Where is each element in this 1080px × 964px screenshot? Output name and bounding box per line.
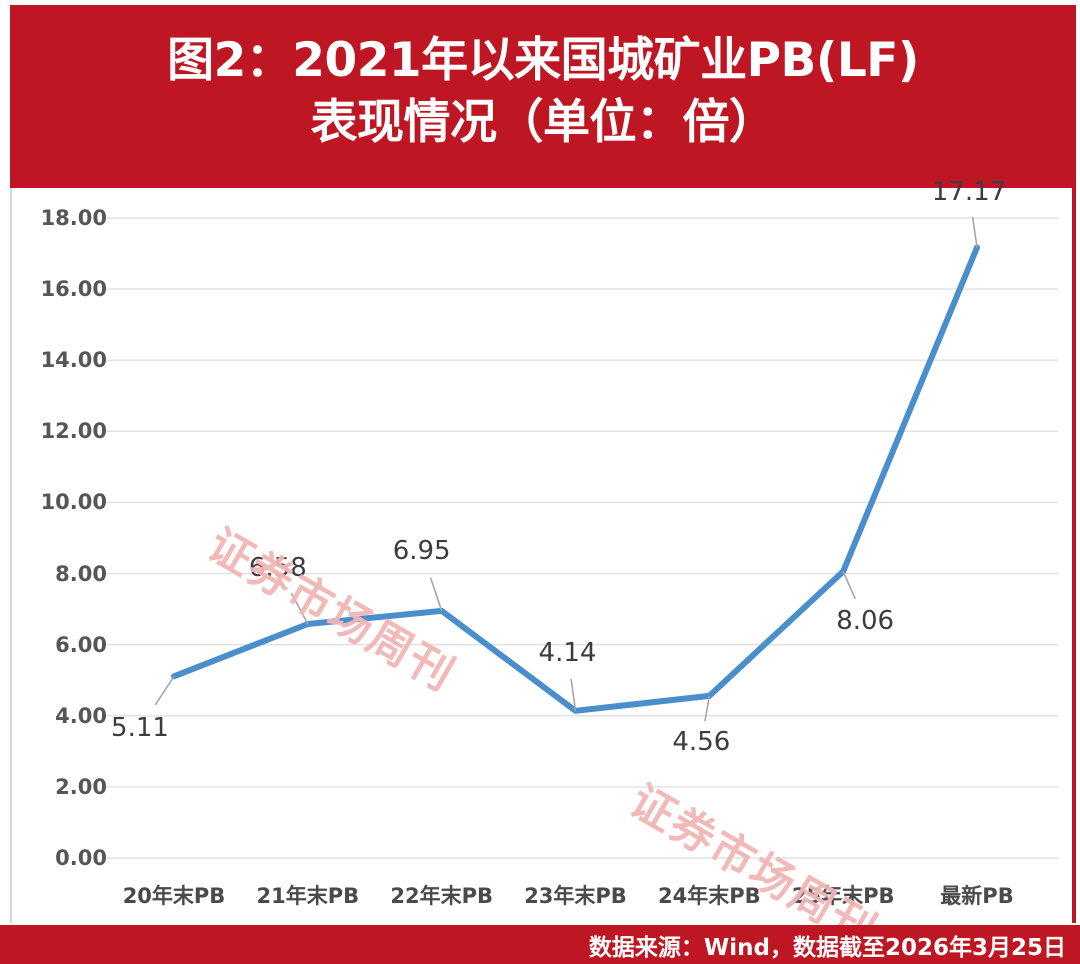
source-text: 数据来源：Wind，数据截至2026年3月25日 xyxy=(588,934,1066,961)
y-axis-tick-label: 4.00 xyxy=(55,703,107,728)
y-axis-tick-label: 14.00 xyxy=(40,348,107,373)
data-label-leader-line xyxy=(704,695,711,722)
data-label-leader-line xyxy=(154,675,175,706)
y-axis-tick-label: 2.00 xyxy=(55,774,107,799)
y-axis-tick-label: 10.00 xyxy=(40,490,107,515)
series-line xyxy=(171,244,980,714)
data-label-leader-line xyxy=(842,571,856,600)
data-label-leader-line xyxy=(971,216,978,248)
y-axis-tick-label: 6.00 xyxy=(55,632,107,657)
y-axis-tick-label: 18.00 xyxy=(40,206,107,230)
chart-title-banner: 图2：2021年以来国城矿业PB(LF) 表现情况（单位：倍） xyxy=(10,5,1076,183)
data-label-leader-line xyxy=(429,577,443,612)
data-label-leader-line xyxy=(290,592,309,625)
chart-plot-panel: 18.00 16.00 14.00 12.00 10.00 8.00 6.00 4.00 2.0… xyxy=(10,177,1076,958)
chart-title-line-1: 图2：2021年以来国城矿业PB(LF) xyxy=(167,32,919,88)
y-axis-tick-label: 0.00 xyxy=(55,846,107,870)
chart-source-bar: 数据来源：Wind，数据截至2026年3月25日 xyxy=(0,925,1080,964)
chart-title-line-2: 表现情况（单位：倍） xyxy=(310,95,777,150)
chart-canvas xyxy=(105,216,1058,859)
y-axis-tick-label: 8.00 xyxy=(55,561,107,586)
data-label-leader-line xyxy=(570,678,577,711)
y-axis-tick-labels: 18.00 16.00 14.00 12.00 10.00 8.00 6.00 4.00 2.0… xyxy=(12,188,107,923)
y-axis-tick-label: 12.00 xyxy=(40,419,107,444)
title-underline xyxy=(10,183,1076,188)
y-axis-tick-label: 16.00 xyxy=(40,277,107,302)
